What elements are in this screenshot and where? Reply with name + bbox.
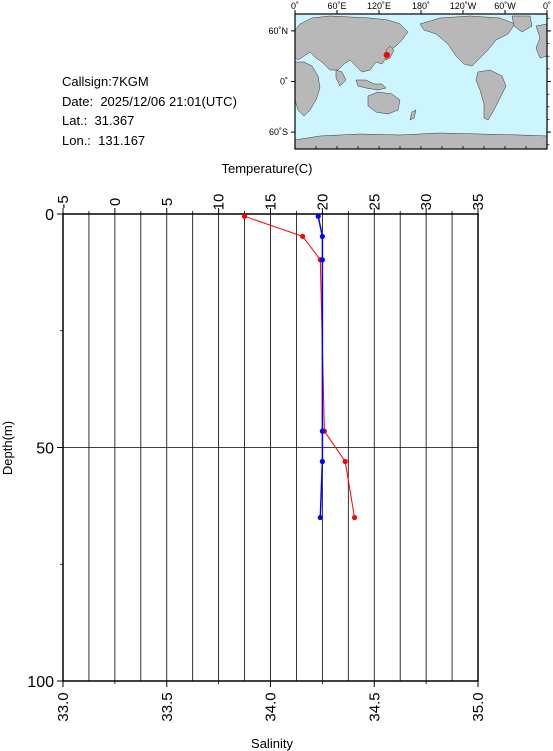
temperature-point <box>351 514 358 521</box>
map-land <box>294 15 548 150</box>
series-layer <box>241 213 358 521</box>
lat-line: Lat.: 31.367 <box>62 113 134 129</box>
salinity-point <box>319 257 325 263</box>
salinity-tick-label: 35.0 <box>470 692 487 721</box>
temperature-tick-label: 30 <box>418 194 435 211</box>
australia-landmass <box>367 91 401 115</box>
temperature-tick-label: 10 <box>211 194 228 211</box>
salinity-axis-title: Salinity <box>251 736 293 751</box>
map-top-tick-label: 0˚ <box>291 1 299 11</box>
salinity-tick-label: 34.0 <box>263 692 280 721</box>
temperature-point <box>342 458 348 465</box>
map-ticks <box>291 10 551 149</box>
temperature-point <box>241 213 248 219</box>
chart-grid <box>63 214 478 681</box>
temperature-tick-label: 20 <box>314 194 331 211</box>
profile-chart: -5 0 5 10 15 20 25 30 35 33.0 33.5 34.0 34.5 35.0 05… <box>0 161 487 751</box>
eurasia-landmass <box>294 15 409 73</box>
callsign-label: Callsign: <box>62 74 112 89</box>
map-left-tick-label: 0˚ <box>280 77 288 87</box>
station-marker-group <box>383 51 391 59</box>
station-marker <box>383 51 391 59</box>
salinity-axis: 33.0 33.5 34.0 34.5 35.0 <box>55 681 487 722</box>
india-landmass <box>335 69 347 87</box>
salinity-profile-line <box>317 216 324 518</box>
temperature-axis: -5 0 5 10 15 20 25 30 35 <box>55 194 487 214</box>
world-map: 0˚ 60˚E 120˚E 180˚ 120˚W 60˚W 0˚ 60˚N 0˚ 60˚S <box>268 1 551 150</box>
salinity-point <box>315 213 321 219</box>
map-top-tick-label: 120˚W <box>450 1 477 11</box>
salinity-point <box>319 428 325 434</box>
map-left-tick-label: 60˚S <box>269 127 288 137</box>
temperature-tick-label: 5 <box>159 198 176 206</box>
depth-axis: 0 50 100 <box>27 207 63 691</box>
temperature-point <box>300 233 306 240</box>
map-top-tick-label: 180˚ <box>412 1 430 11</box>
temperature-axis-title: Temperature(C) <box>221 161 312 176</box>
temperature-tick-label: 15 <box>263 194 280 211</box>
africa-landmass <box>294 61 321 117</box>
map-top-tick-label: 120˚E <box>367 1 391 11</box>
date-value: 2025/12/06 21:01(UTC) <box>100 94 237 109</box>
salinity-point <box>319 458 325 465</box>
map-top-tick-label: 60˚W <box>494 1 516 11</box>
lon-line: Lon.: 131.167 <box>62 133 145 149</box>
map-top-tick-label: 0˚ <box>543 1 551 11</box>
salinity-tick-label: 34.5 <box>366 692 383 721</box>
salinity-point <box>317 514 323 521</box>
depth-tick-label: 100 <box>27 674 54 691</box>
greenland-landmass <box>511 15 533 33</box>
date-label: Date: <box>62 94 94 109</box>
temperature-profile-line <box>244 215 355 518</box>
map-left-tick-label: 60˚N <box>268 26 288 36</box>
depth-tick-label: 50 <box>36 441 54 458</box>
salinity-point <box>319 233 325 240</box>
salinity-tick-label: 33.5 <box>159 692 176 721</box>
salinity-tick-label: 33.0 <box>55 692 72 721</box>
date-line: Date: 2025/12/06 21:01(UTC) <box>62 94 237 110</box>
temperature-tick-label: 35 <box>470 194 487 211</box>
lon-label: Lon.: <box>62 133 91 148</box>
depth-axis-title: Depth(m) <box>0 421 15 475</box>
callsign-line: Callsign:7KGM <box>62 74 149 90</box>
map-top-tick-label: 60˚E <box>327 1 346 11</box>
temperature-tick-label: 25 <box>366 194 383 211</box>
lat-label: Lat.: <box>62 113 88 128</box>
north-america-landmass <box>419 15 516 67</box>
callsign-value: 7KGM <box>111 74 149 89</box>
lon-value: 131.167 <box>98 133 146 148</box>
indonesia-landmass <box>355 79 387 91</box>
map-labels: 0˚ 60˚E 120˚E 180˚ 120˚W 60˚W 0˚ 60˚N 0˚ 60˚S <box>268 1 551 137</box>
south-america-landmass <box>475 69 507 121</box>
newzealand-landmass <box>409 109 417 121</box>
temperature-tick-label: -5 <box>55 195 72 208</box>
temperature-tick-label: 0 <box>107 198 124 206</box>
lat-value: 31.367 <box>94 113 135 128</box>
depth-tick-label: 0 <box>45 207 54 224</box>
